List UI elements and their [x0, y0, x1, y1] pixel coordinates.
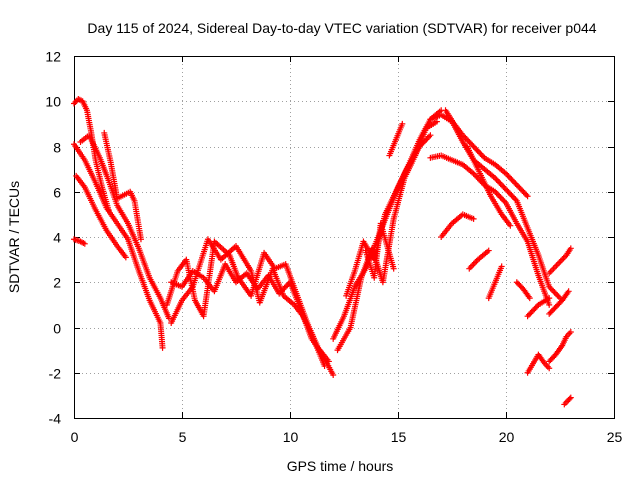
series-arc-aa: [546, 329, 574, 365]
series-arc-w: [524, 295, 553, 320]
series-arc-f: [101, 129, 144, 243]
series-arc-h: [163, 238, 332, 365]
data-point: [550, 288, 557, 295]
y-tick-label: -4: [49, 411, 62, 427]
y-tick-label: 4: [53, 230, 61, 246]
data-point: [433, 118, 440, 125]
y-tick-label: -2: [49, 366, 62, 382]
series-arc-t: [466, 247, 492, 272]
data-point: [386, 152, 393, 159]
data-point: [159, 344, 166, 351]
chart-title: Day 115 of 2024, Sidereal Day-to-day VTE…: [87, 20, 596, 36]
y-tick-label: 0: [53, 321, 61, 337]
data-point: [390, 265, 397, 272]
data-point: [523, 191, 530, 198]
y-tick-label: 6: [53, 185, 61, 201]
data-point: [526, 295, 533, 302]
x-tick-label: 15: [391, 429, 407, 445]
series-arc-g: [168, 261, 337, 379]
data-point: [525, 311, 532, 318]
data-point: [105, 206, 112, 213]
data-point: [166, 315, 173, 322]
y-tick-label: 8: [53, 140, 61, 156]
data-point: [81, 240, 88, 247]
series-arc-p: [427, 111, 563, 302]
series-arc-a: [71, 236, 88, 247]
series-arc-m: [362, 220, 397, 281]
data-point: [325, 358, 332, 365]
data-point: [552, 290, 559, 297]
series-arc-s: [464, 143, 514, 229]
data-point: [566, 395, 573, 402]
grid: [74, 56, 614, 418]
series-arc-n: [386, 120, 406, 159]
y-tick-label: 10: [45, 94, 61, 110]
series-arc-q: [442, 107, 531, 200]
data-point: [546, 295, 553, 302]
data-point: [330, 372, 337, 379]
x-tick-label: 10: [283, 429, 299, 445]
series-arc-u: [485, 263, 505, 302]
series-arc-y: [546, 288, 572, 317]
data-point: [507, 222, 514, 229]
x-tick-label: 25: [607, 429, 623, 445]
series-arc-x: [524, 351, 553, 376]
data-point: [470, 215, 477, 222]
data-point: [512, 180, 519, 187]
x-axis-label: GPS time / hours: [287, 458, 394, 474]
x-tick-label: 0: [71, 429, 79, 445]
y-tick-label: 2: [53, 275, 61, 291]
series-arc-j: [330, 107, 445, 342]
data-point: [567, 245, 574, 252]
data-point: [530, 307, 536, 314]
data-point: [546, 365, 553, 372]
x-tick-label: 20: [499, 429, 515, 445]
data-point: [513, 181, 520, 188]
data-point: [498, 263, 505, 270]
data-point: [427, 132, 434, 139]
series-arc-bb: [561, 394, 574, 408]
series-arc-z: [546, 245, 574, 277]
data-point: [524, 193, 531, 200]
data-point: [137, 236, 144, 243]
y-tick-label: 12: [45, 49, 61, 65]
data-point: [527, 310, 534, 317]
data-point: [567, 329, 574, 336]
axis-ticks: 0 5 10 15 20 25 -4 -2 0 2 4 6 8 10 12: [45, 49, 622, 446]
series-arc-r: [438, 211, 477, 240]
data-point: [565, 288, 572, 295]
series-arc-l: [343, 132, 434, 299]
series-arc-b: [73, 172, 129, 261]
data-point: [485, 247, 492, 254]
data-point: [546, 301, 553, 308]
data-point: [321, 362, 328, 369]
x-tick-label: 5: [179, 429, 187, 445]
data-point: [567, 394, 574, 401]
data-point: [516, 184, 523, 191]
data-point: [554, 292, 561, 299]
y-axis-label: SDTVAR / TECUs: [6, 181, 22, 293]
data-point: [524, 313, 531, 320]
data-point: [520, 189, 527, 196]
data-point: [122, 254, 129, 261]
series-arc-e: [77, 132, 173, 322]
data-point: [532, 304, 539, 311]
data-point: [519, 187, 526, 194]
data-points: [71, 95, 574, 408]
series-arc-v: [513, 279, 533, 302]
series-arc-i: [168, 236, 328, 369]
